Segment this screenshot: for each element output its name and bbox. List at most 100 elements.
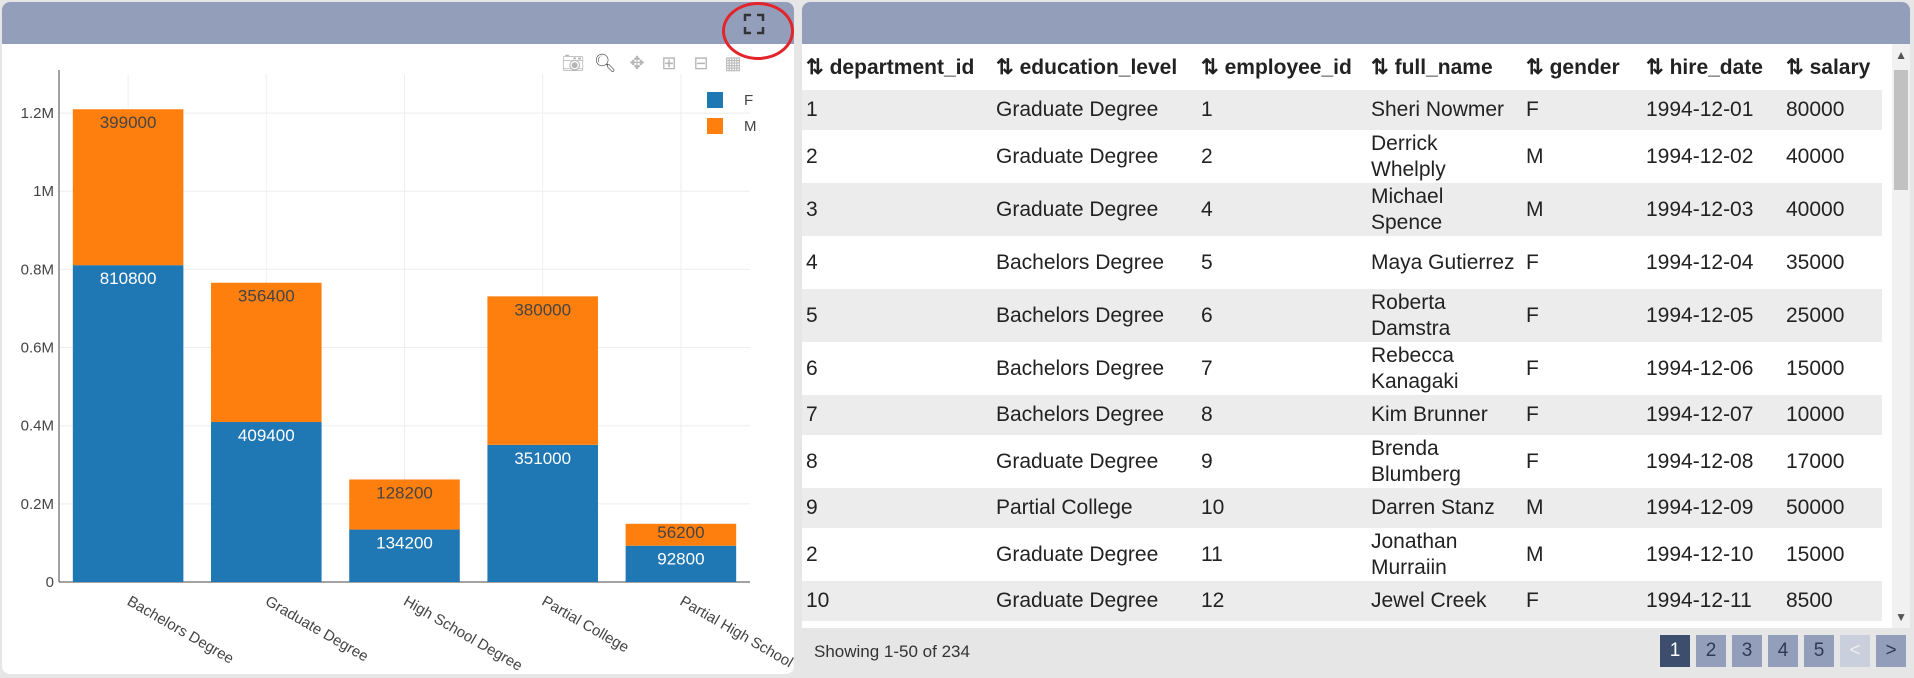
- table-cell-education_level: Bachelors Degree: [992, 236, 1197, 289]
- table-cell-employee_id: 8: [1197, 395, 1367, 435]
- table-cell-salary: 8500: [1782, 581, 1882, 621]
- sort-icon[interactable]: ⇅: [806, 55, 824, 79]
- zoom-in-icon[interactable]: ⊞: [661, 52, 677, 73]
- bar-label: 92800: [657, 550, 704, 569]
- table-row[interactable]: 9 Partial College 10 Darren Stanz M 1994-12-0…: [802, 488, 1882, 528]
- table-row[interactable]: 6 Bachelors Degree 7 Rebecca Kanagaki F 1994-…: [802, 342, 1882, 395]
- table-row[interactable]: 7 Bachelors Degree 8 Kim Brunner F 1994-12-07…: [802, 395, 1882, 435]
- column-header-department_id[interactable]: ⇅ department_id: [802, 44, 992, 90]
- table-cell-education_level: Graduate Degree: [992, 435, 1197, 488]
- page-button-5[interactable]: 5: [1804, 635, 1834, 667]
- table-cell-hire_date: 1994-12-07: [1642, 395, 1782, 435]
- column-header-hire_date[interactable]: ⇅ hire_date: [1642, 44, 1782, 90]
- table-cell-department_id: 9: [802, 488, 992, 528]
- page-button-3[interactable]: 3: [1732, 635, 1762, 667]
- table-scrollbar[interactable]: ▲ ▼: [1892, 44, 1910, 628]
- table-row[interactable]: 10 Graduate Degree 12 Jewel Creek F 1994-12-1…: [802, 581, 1882, 621]
- table-cell-employee_id: 10: [1197, 488, 1367, 528]
- table-cell-hire_date: 1994-12-04: [1642, 236, 1782, 289]
- y-tick-label: 1.2M: [21, 105, 54, 122]
- x-tick-label: Bachelors Degree: [124, 593, 236, 668]
- table-row[interactable]: 1 Graduate Degree 1 Sheri Nowmer F 1994-12-01…: [802, 90, 1882, 130]
- table-cell-hire_date: 1994-12-01: [1642, 90, 1782, 130]
- table-cell-salary: 40000: [1782, 183, 1882, 236]
- table-cell-employee_id: 12: [1197, 581, 1367, 621]
- table-cell-department_id: 5: [802, 289, 992, 342]
- chart-modebar: 📷︎ 🔍︎ ✥ ⊞ ⊟ ▦: [562, 52, 744, 74]
- bar-label: 380000: [514, 300, 571, 319]
- column-header-salary[interactable]: ⇅ salary: [1782, 44, 1882, 90]
- bar-f: [625, 545, 737, 582]
- prev-page-button[interactable]: <: [1840, 635, 1870, 667]
- table-cell-education_level: Bachelors Degree: [992, 342, 1197, 395]
- y-tick-label: 0.6M: [21, 340, 54, 357]
- table-cell-salary: 80000: [1782, 90, 1882, 130]
- column-header-education_level[interactable]: ⇅ education_level: [992, 44, 1197, 90]
- zoom-out-icon[interactable]: ⊟: [693, 52, 709, 73]
- column-header-full_name[interactable]: ⇅ full_name: [1367, 44, 1522, 90]
- table-cell-full_name: Derrick Whelply: [1367, 130, 1522, 183]
- table-row[interactable]: 8 Graduate Degree 9 Brenda Blumberg F 1994-12…: [802, 435, 1882, 488]
- bar-label: 810800: [100, 269, 157, 288]
- scroll-thumb[interactable]: [1894, 70, 1908, 190]
- table-cell-salary: 50000: [1782, 488, 1882, 528]
- pan-icon[interactable]: ✥: [629, 52, 645, 73]
- table-row[interactable]: 5 Bachelors Degree 6 Roberta Damstra F 1994-1…: [802, 289, 1882, 342]
- page-button-4[interactable]: 4: [1768, 635, 1798, 667]
- table-row[interactable]: 3 Graduate Degree 4 Michael Spence M 1994-12-…: [802, 183, 1882, 236]
- y-tick-label: 0: [46, 574, 54, 591]
- legend-label-m: M: [744, 118, 757, 135]
- table-cell-full_name: Michael Spence: [1367, 183, 1522, 236]
- y-tick-label: 1M: [33, 183, 54, 200]
- sort-icon[interactable]: ⇅: [1786, 55, 1804, 79]
- table-cell-employee_id: 5: [1197, 236, 1367, 289]
- table-cell-education_level: Graduate Degree: [992, 581, 1197, 621]
- table-cell-full_name: Brenda Blumberg: [1367, 435, 1522, 488]
- sort-icon[interactable]: ⇅: [1201, 55, 1219, 79]
- table-cell-gender: M: [1522, 183, 1642, 236]
- autoscale-icon[interactable]: ▦: [724, 52, 742, 73]
- table-cell-hire_date: 1994-12-02: [1642, 130, 1782, 183]
- bar-label: 134200: [376, 534, 433, 553]
- column-header-employee_id[interactable]: ⇅ employee_id: [1197, 44, 1367, 90]
- table-cell-employee_id: 7: [1197, 342, 1367, 395]
- column-header-gender[interactable]: ⇅ gender: [1522, 44, 1642, 90]
- table-cell-salary: 10000: [1782, 395, 1882, 435]
- x-tick-label: High School Degree: [401, 593, 526, 674]
- bar-f: [72, 265, 184, 582]
- sort-icon[interactable]: ⇅: [1526, 55, 1544, 79]
- table-cell-hire_date: 1994-12-05: [1642, 289, 1782, 342]
- sort-icon[interactable]: ⇅: [1371, 55, 1389, 79]
- page-button-2[interactable]: 2: [1696, 635, 1726, 667]
- bar-label: 356400: [238, 287, 295, 306]
- table-row[interactable]: 4 Bachelors Degree 5 Maya Gutierrez F 1994-12…: [802, 236, 1882, 289]
- table-cell-gender: F: [1522, 236, 1642, 289]
- bar-m: [349, 479, 460, 530]
- table-cell-salary: 17000: [1782, 435, 1882, 488]
- expand-icon[interactable]: [742, 12, 766, 36]
- sort-icon[interactable]: ⇅: [1646, 55, 1664, 79]
- scroll-down-icon[interactable]: ▼: [1895, 610, 1907, 624]
- table-cell-full_name: Jewel Creek: [1367, 581, 1522, 621]
- zoom-icon[interactable]: 🔍︎: [593, 52, 617, 73]
- scroll-up-icon[interactable]: ▲: [1895, 48, 1907, 62]
- table-cell-employee_id: 11: [1197, 528, 1367, 581]
- bar-label: 399000: [100, 113, 157, 132]
- next-page-button[interactable]: >: [1876, 635, 1906, 667]
- table-cell-full_name: Darren Stanz: [1367, 488, 1522, 528]
- page-button-1[interactable]: 1: [1660, 635, 1690, 667]
- y-tick-label: 0.8M: [21, 261, 54, 278]
- table-row[interactable]: 2 Graduate Degree 11 Jonathan Murraiin M 1994…: [802, 528, 1882, 581]
- table-row[interactable]: 2 Graduate Degree 2 Derrick Whelply M 1994-12…: [802, 130, 1882, 183]
- table-cell-gender: M: [1522, 528, 1642, 581]
- table-cell-salary: 35000: [1782, 236, 1882, 289]
- x-tick-label: Partial College: [539, 593, 632, 657]
- table-cell-hire_date: 1994-12-10: [1642, 528, 1782, 581]
- column-header-label: salary: [1809, 55, 1871, 79]
- legend-swatch-m: [707, 118, 723, 134]
- sort-icon[interactable]: ⇅: [996, 55, 1014, 79]
- camera-icon[interactable]: 📷︎: [561, 52, 585, 73]
- table-cell-gender: F: [1522, 90, 1642, 130]
- column-header-label: education_level: [1019, 55, 1178, 79]
- pagination-summary: Showing 1-50 of 234: [814, 642, 970, 661]
